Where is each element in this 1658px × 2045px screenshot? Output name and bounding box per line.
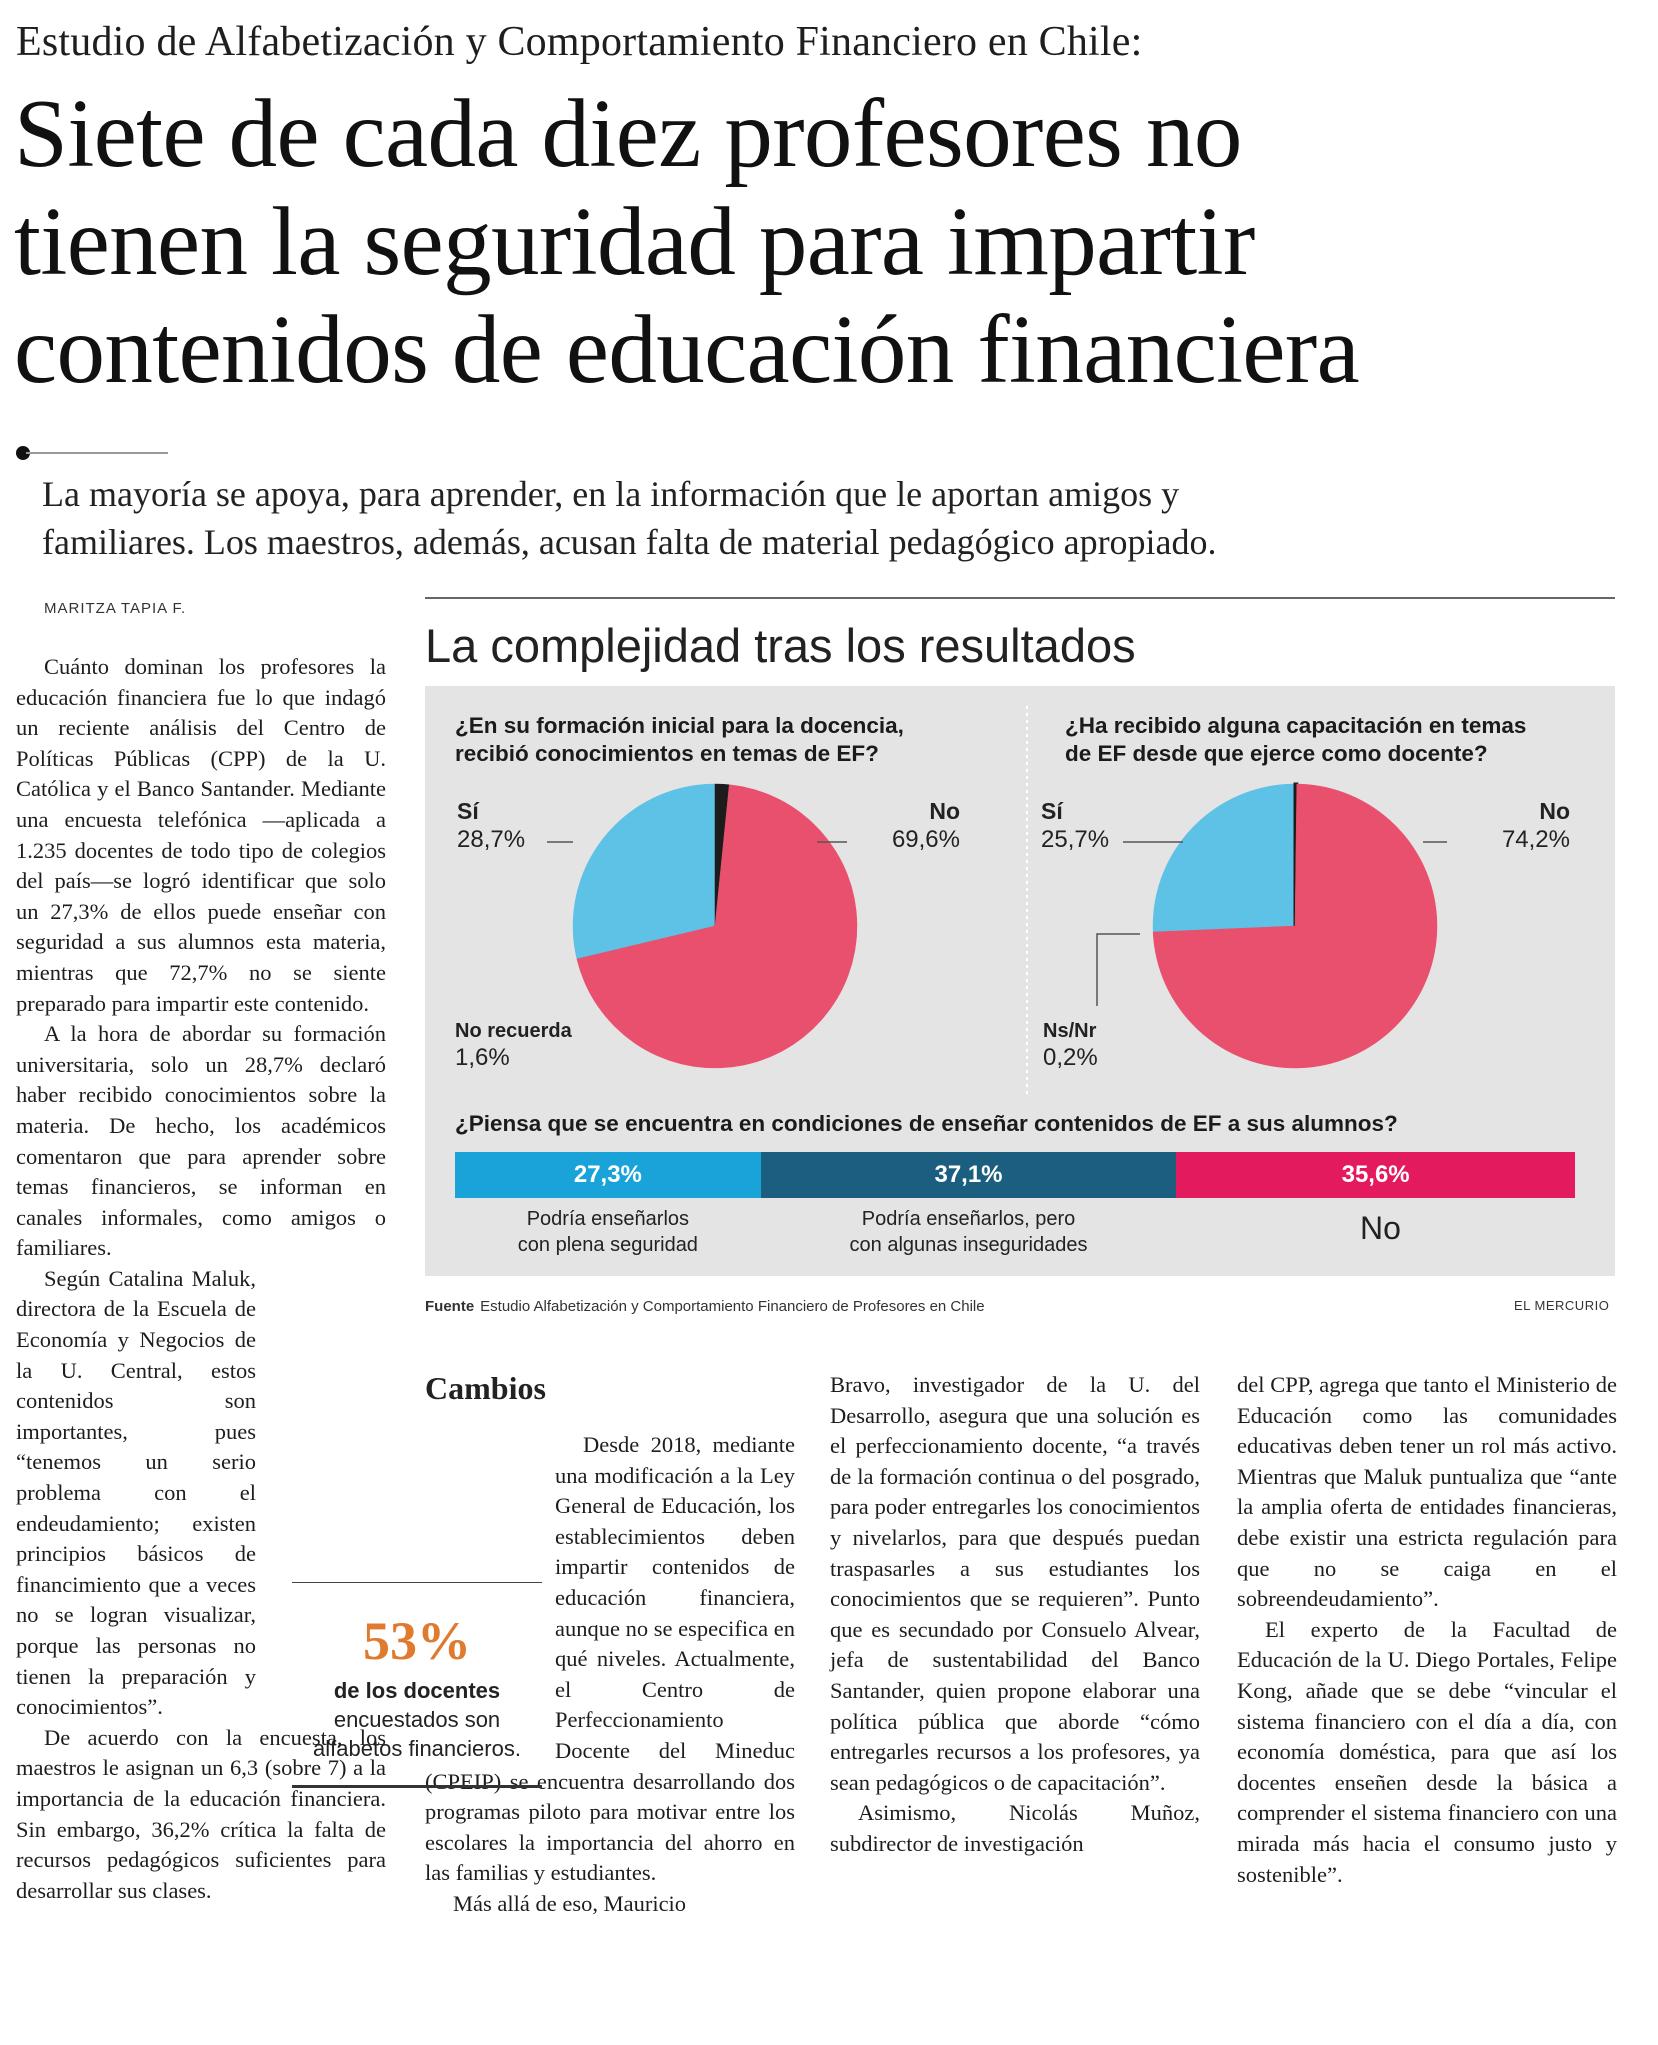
chart-question-1: ¿En su formación inicial para la docenci… [455,712,995,768]
bar-question: ¿Piensa que se encuentra en condiciones … [455,1111,1398,1136]
label-value: 1,6% [455,1044,510,1071]
headline: Siete de cada diez profesores no tienen … [14,80,1644,404]
paragraph: Bravo, investigador de la U. del Desarro… [830,1372,1200,1795]
label-name: Sí [1041,798,1063,824]
label-value: 28,7% [457,826,526,853]
question-line: de EF desde que ejerce como docente? [1065,741,1488,766]
paragraph: Más allá de eso, Mauricio [453,1890,687,1916]
leader-lines [547,841,1447,1006]
source-note: Fuente Estudio Alfabetización y Comportam… [425,1298,985,1315]
pie-slice-no [576,784,858,1069]
label-value: 69,6% [891,826,960,853]
label-name: Sí [457,798,479,824]
subhead: Cambios [425,1370,546,1406]
divider [26,452,168,454]
divider [425,597,1615,599]
paragraph: Cuánto dominan los profesores la educaci… [16,654,386,1016]
stacked-bar-captions: Podría enseñarlos con plena seguridad Podr… [455,1206,1575,1266]
slice-label-no: No 69,6% [855,798,960,854]
pullquote-text: de los docentes encuestados son alfabeto… [292,1676,542,1763]
article-column-1: Cuánto dominan los profesores la educaci… [16,652,386,1906]
source-text: Estudio Alfabetización y Comportamiento … [480,1298,985,1315]
infographic: ¿En su formación inicial para la docenci… [425,686,1615,1276]
pie-chart-1 [572,783,858,1069]
caption-line: Podría enseñarlos [526,1208,690,1230]
paragraph: De acuerdo con la encuesta, los maestros… [16,1724,386,1903]
pie-chart-2 [1152,782,1438,1069]
paragraph: del CPP, agrega que tanto el Ministerio … [1237,1372,1617,1612]
infographic-charts [547,706,1447,1096]
question-line: ¿Ha recibido alguna capacitación en tema… [1065,713,1527,738]
paragraph: Asimismo, Nicolás Muñoz, subdirector de … [830,1800,1200,1856]
label-name: No [929,798,960,824]
kicker: Estudio de Alfabetización y Comportamien… [16,19,1143,65]
bullet-dot [16,446,30,460]
pullquote-bold: de los docentes [333,1678,501,1703]
byline: MARITZA TAPIA F. [44,600,187,617]
paragraph: A la hora de abordar su formación univer… [16,1021,386,1261]
paragraph: Según Catalina Maluk, directora de la Es… [16,1265,256,1720]
label-value: 0,2% [1043,1044,1098,1071]
divider [292,1785,542,1788]
bar-segment-caption: Podría enseñarlos con plena seguridad [455,1206,761,1258]
article-column-3: Bravo, investigador de la U. del Desarro… [830,1370,1200,1860]
pie-slice-s- [572,783,716,960]
headline-line: contenidos de educación financiera [14,296,1360,403]
slice-label-si: Sí 25,7% [1041,798,1109,854]
headline-line: Siete de cada diez profesores no [14,80,1242,187]
bar-segment-3: 35,6% [1176,1152,1575,1198]
slice-label-si: Sí 28,7% [457,798,525,854]
chart-question-2: ¿Ha recibido alguna capacitación en tema… [1065,712,1605,768]
label-name: No [1539,798,1570,824]
infographic-title: La complejidad tras los resultados [425,619,1136,672]
bar-segment-caption: Podría enseñarlos, pero con algunas inseg… [761,1206,1177,1258]
question-line: ¿En su formación inicial para la docenci… [455,713,904,738]
bar-segment-2: 37,1% [760,1152,1177,1198]
caption-line: con plena seguridad [517,1234,698,1256]
question-line: recibió conocimientos en temas de EF? [455,741,879,766]
pie-slice-s- [1152,783,1296,933]
paragraph: El experto de la Facultad de Educación d… [1237,1616,1617,1887]
pie-slice-no [1152,783,1438,1069]
deck: La mayoría se apoya, para aprender, en l… [42,470,1622,566]
article-column-4: del CPP, agrega que tanto el Ministerio … [1237,1370,1617,1890]
label-value: 74,2% [1501,826,1570,853]
slice-label-no: No 74,2% [1460,798,1570,854]
deck-line: familiares. Los maestros, además, acusan… [42,522,1217,562]
source-label: Fuente [425,1298,475,1315]
bar-no-label: No [1360,1210,1401,1246]
slice-label-no-recuerda: No recuerda 1,6% [455,1016,572,1072]
brand: EL MERCURIO [1514,1298,1610,1313]
stacked-bar: 27,3% 37,1% 35,6% [455,1152,1575,1198]
headline-line: tienen la seguridad para impartir [14,188,1255,295]
pullquote-number: 53% [363,1611,471,1671]
label-value: 25,7% [1041,826,1110,853]
slice-label-ns-nr: Ns/Nr 0,2% [1043,1016,1098,1072]
caption-line: Podría enseñarlos, pero [861,1208,1076,1230]
deck-line: La mayoría se apoya, para aprender, en l… [42,474,1180,514]
pullquote-rest: encuestados son alfabetos financieros. [313,1707,521,1761]
paragraph: Desde 2018, mediante una modificación a … [425,1430,795,1889]
label-name: Ns/Nr [1043,1020,1097,1042]
paragraph-text: Desde 2018, mediante una modificación a … [425,1432,795,1886]
article-column-2: Desde 2018, mediante una modificación a … [425,1430,795,1920]
caption-line: con algunas inseguridades [849,1234,1088,1256]
label-name: No recuerda [455,1020,572,1042]
divider [292,1582,542,1583]
bar-segment-1: 27,3% [455,1152,761,1198]
